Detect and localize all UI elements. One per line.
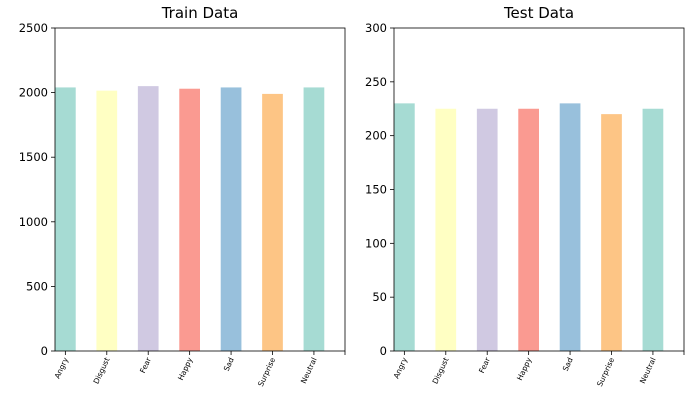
train-y-axis: 0 500 1000 1500 2000 2500 [19, 21, 55, 358]
train-x-tick-label: Neutral [299, 356, 319, 385]
train-y-tick-label: 2500 [19, 21, 48, 35]
train-bar-angry [55, 87, 76, 351]
train-y-tick-label: 1500 [19, 150, 48, 164]
test-y-tick-label: 0 [380, 344, 387, 358]
train-chart: Train Data 0 500 1000 1500 2000 2500 Angry Dis… [19, 4, 346, 388]
test-x-tick-label: Neutral [638, 356, 658, 385]
train-plot-frame [54, 27, 346, 352]
test-chart-title: Test Data [503, 4, 574, 22]
train-bar-disgust [96, 90, 118, 352]
test-bar-happy [518, 108, 539, 351]
test-x-tick-label: Angry [392, 356, 410, 380]
train-bar-surprise [262, 93, 283, 351]
train-x-axis: Angry Disgust Fear Happy Sad Surprise Neutral [53, 351, 346, 388]
test-y-tick-label: 300 [365, 21, 387, 35]
train-x-tick-label: Happy [176, 356, 195, 382]
train-bars [55, 86, 325, 352]
test-bars [394, 103, 664, 351]
test-x-axis: Angry Disgust Fear Happy Sad Surprise Neutral [392, 351, 685, 388]
train-y-tick-label: 0 [41, 344, 48, 358]
test-y-axis: 0 50 100 150 200 250 300 [365, 21, 394, 358]
test-x-tick-label: Disgust [431, 356, 451, 385]
test-y-tick-label: 250 [365, 75, 387, 89]
train-x-tick-label: Fear [138, 355, 153, 374]
test-chart: Test Data 0 50 100 150 200 250 300 Angry Disgus… [365, 4, 685, 388]
test-bar-disgust [435, 108, 457, 351]
train-bar-fear [137, 86, 159, 351]
train-x-tick-label: Sad [222, 356, 236, 373]
test-y-tick-label: 200 [365, 129, 387, 143]
test-y-tick-label: 150 [365, 183, 387, 197]
train-y-tick-label: 500 [26, 279, 48, 293]
test-y-tick-label: 50 [372, 290, 387, 304]
test-bar-sad [559, 103, 581, 351]
test-bar-fear [476, 108, 498, 351]
test-bar-neutral [642, 108, 664, 351]
test-bar-angry [394, 103, 415, 351]
train-bar-neutral [303, 87, 325, 351]
train-y-tick-label: 2000 [19, 86, 48, 100]
train-bar-happy [179, 88, 200, 351]
train-chart-title: Train Data [161, 4, 239, 22]
test-x-tick-label: Fear [477, 355, 492, 374]
test-bar-surprise [601, 114, 622, 351]
train-x-tick-label: Surprise [256, 356, 277, 388]
test-x-tick-label: Happy [515, 356, 534, 382]
test-x-tick-label: Sad [561, 356, 575, 373]
train-bar-sad [220, 87, 242, 351]
train-x-tick-label: Angry [53, 356, 71, 380]
test-plot-frame [393, 27, 685, 352]
train-y-tick-label: 1000 [19, 215, 48, 229]
test-x-tick-label: Surprise [595, 356, 616, 388]
train-x-tick-label: Disgust [92, 356, 112, 385]
test-y-tick-label: 100 [365, 236, 387, 250]
